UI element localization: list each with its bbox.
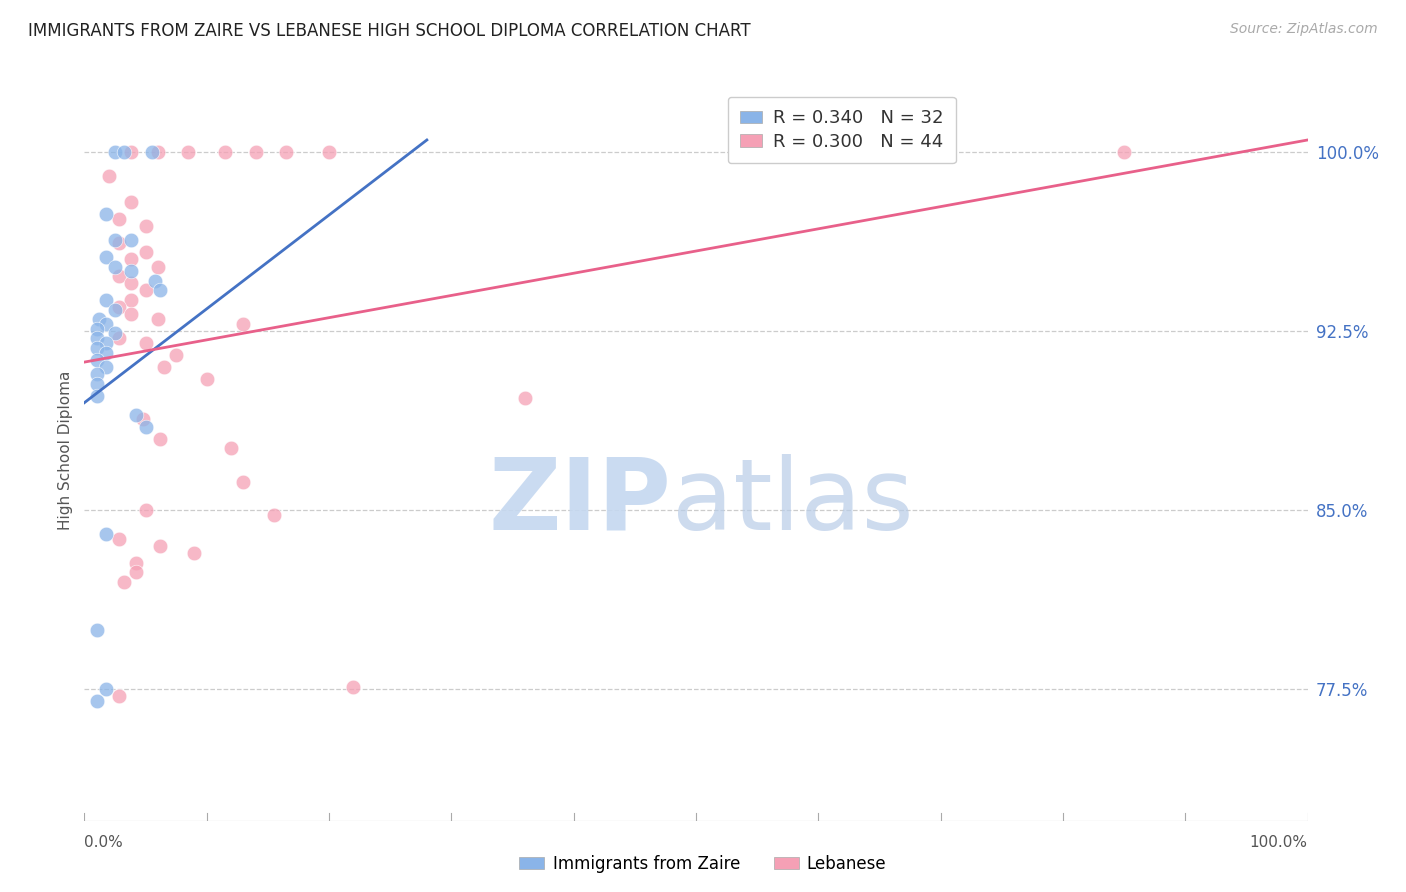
Text: IMMIGRANTS FROM ZAIRE VS LEBANESE HIGH SCHOOL DIPLOMA CORRELATION CHART: IMMIGRANTS FROM ZAIRE VS LEBANESE HIGH S… [28,22,751,40]
Point [342,680,364,694]
Point [96,250,118,264]
Point [96,317,118,331]
Point [96,345,118,359]
Text: ZIP: ZIP [489,454,672,550]
Point [104,233,127,247]
Point [146,312,169,326]
Point [120,277,142,291]
Text: 0.0%: 0.0% [84,835,124,850]
Point [232,317,254,331]
Text: Source: ZipAtlas.com: Source: ZipAtlas.com [1230,22,1378,37]
Y-axis label: High School Diploma: High School Diploma [58,371,73,530]
Legend: Immigrants from Zaire, Lebanese: Immigrants from Zaire, Lebanese [513,848,893,880]
Point [107,690,129,704]
Point [96,207,118,221]
Point [165,348,187,362]
Point [195,372,218,386]
Point [146,145,169,159]
Point [245,145,267,159]
Point [153,359,176,374]
Point [86,694,108,708]
Point [135,419,157,434]
Point [107,532,129,546]
Point [107,269,129,284]
Point [107,211,129,226]
Point [97,169,120,183]
Legend: R = 0.340   N = 32, R = 0.300   N = 44: R = 0.340 N = 32, R = 0.300 N = 44 [728,96,956,163]
Point [107,331,129,345]
Point [104,302,127,317]
Point [86,367,108,381]
Point [149,284,172,298]
Point [135,503,157,517]
Point [86,341,108,355]
Point [112,574,135,589]
Point [96,336,118,351]
Point [132,412,155,426]
Point [120,264,142,278]
Point [120,252,142,267]
Point [104,260,127,274]
Point [120,233,142,247]
Point [86,331,108,345]
Point [96,293,118,307]
Point [86,321,108,335]
Point [125,566,148,580]
Point [86,352,108,367]
Point [135,245,157,260]
Point [120,195,142,210]
Point [120,145,142,159]
Point [96,682,118,697]
Point [219,441,242,455]
Point [104,326,127,341]
Point [232,475,254,489]
Point [107,300,129,314]
Point [86,376,108,391]
Point [107,235,129,250]
Point [86,623,108,637]
Point [263,508,285,522]
Point [177,145,200,159]
Point [112,145,135,159]
Point [96,359,118,374]
Point [135,284,157,298]
Point [135,219,157,233]
Point [513,391,536,405]
Point [1114,145,1136,159]
Point [86,388,108,402]
Text: atlas: atlas [672,454,912,550]
Point [135,336,157,351]
Point [125,408,148,422]
Point [214,145,236,159]
Point [146,260,169,274]
Point [149,432,172,446]
Text: 100.0%: 100.0% [1250,835,1308,850]
Point [87,312,110,326]
Point [183,546,205,560]
Point [276,145,298,159]
Point [120,307,142,321]
Point [318,145,340,159]
Point [104,145,127,159]
Point [96,527,118,541]
Point [120,293,142,307]
Point [125,556,148,570]
Point [143,274,166,288]
Point [141,145,163,159]
Point [149,539,172,553]
